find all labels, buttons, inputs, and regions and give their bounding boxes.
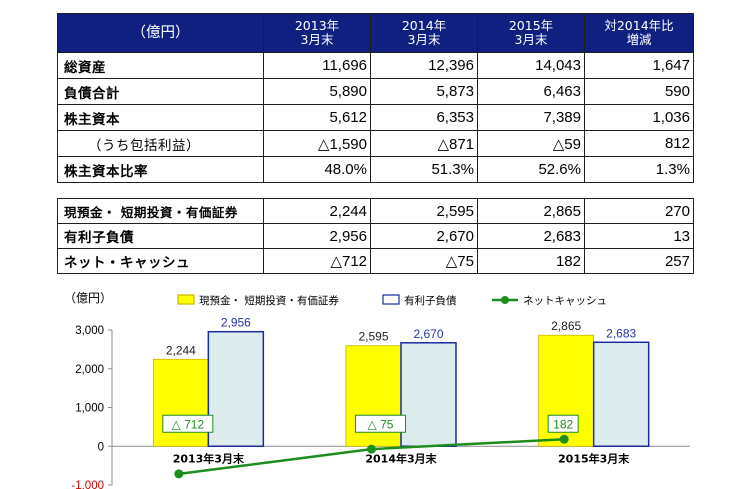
bar-data-label: 2,670: [413, 327, 443, 341]
line-point: [174, 469, 184, 479]
table-row: ネット・キャッシュ △712 △75 182 257: [57, 248, 694, 274]
col-header-2013: 2013年 3月末: [263, 13, 371, 53]
cell-2013: 2,956: [263, 223, 371, 249]
cell-change: 270: [584, 198, 694, 224]
cell-change: 590: [584, 78, 694, 105]
cell-2013: 5,890: [263, 78, 371, 105]
x-tick-label: 2013年3月末: [173, 451, 245, 465]
y-tick-label: 3,000: [75, 325, 104, 337]
table-row: 株主資本比率 48.0% 51.3% 52.6% 1.3%: [57, 156, 694, 183]
bar-data-label: 2,595: [358, 330, 388, 344]
cell-change: 1,647: [584, 52, 694, 79]
chart-legend: 現預金・ 短期投資・有価証券 有利子負債 ネットキャッシュ: [177, 294, 607, 307]
row-label: 総資産: [57, 52, 264, 79]
y-tick-label: 2,000: [75, 364, 104, 376]
cell-2014: 12,396: [370, 52, 478, 79]
cell-2013: 11,696: [263, 52, 371, 79]
cell-change: 1,036: [584, 104, 694, 131]
row-label: 株主資本: [57, 104, 264, 131]
cell-2015: 182: [477, 248, 585, 274]
cell-2014: 6,353: [370, 104, 478, 131]
cell-2014: 5,873: [370, 78, 478, 105]
legend-label: ネットキャッシュ: [523, 295, 607, 307]
cell-2015: 2,865: [477, 198, 585, 224]
bar-data-label: 2,683: [606, 326, 636, 340]
label-frame: [547, 414, 579, 433]
cell-2013: △1,590: [263, 130, 371, 157]
cell-2015: 7,389: [477, 104, 585, 131]
line-label-box: △ 712: [162, 414, 214, 433]
table-row: （うち包括利益） △1,590 △871 △59 812: [57, 130, 694, 157]
legend-item: ネットキャッシュ: [492, 295, 607, 307]
line-point: [367, 444, 376, 454]
col-header-2015: 2015年 3月末: [477, 13, 585, 53]
table-row: 現預金・ 短期投資・有価証券 2,244 2,595 2,865 270: [57, 198, 694, 224]
cell-2015: 14,043: [477, 52, 585, 79]
line-label-box: △ 75: [355, 414, 406, 433]
cell-2015: 6,463: [477, 78, 585, 105]
bar: [400, 342, 457, 447]
legend-marker: [501, 296, 509, 304]
x-tick-label: 2015年3月末: [558, 451, 630, 465]
label-frame: [355, 414, 406, 433]
cell-2014: 2,595: [370, 198, 478, 224]
x-tick-label: 2014年3月末: [365, 451, 437, 465]
label-frame: [162, 414, 214, 433]
legend-label: 現預金・ 短期投資・有価証券: [199, 294, 339, 307]
col-header-change: 対2014年比 増減: [584, 13, 694, 53]
legend-swatch: [382, 294, 400, 305]
row-label: 有利子負債: [57, 223, 264, 249]
y-tick-label: 1,000: [75, 403, 104, 415]
row-label: ネット・キャッシュ: [57, 248, 264, 274]
cell-2013: 2,244: [263, 198, 371, 224]
cell-2013: △712: [263, 248, 371, 274]
legend-item: 有利子負債: [382, 294, 457, 307]
bar-data-label: 2,956: [221, 316, 251, 330]
balance-sheet-table: （億円） 2013年 3月末 2014年 3月末 2015年 3月末 対2014年比増…: [57, 13, 694, 183]
table-header-row: （億円） 2013年 3月末 2014年 3月末 2015年 3月末 対2014年比増…: [57, 13, 694, 53]
cell-2015: 52.6%: [477, 156, 585, 183]
col-header-2014: 2014年 3月末: [370, 13, 478, 53]
unit-header: （億円）: [57, 13, 264, 53]
y-tick-label: 0: [98, 441, 104, 453]
cell-2014: △871: [370, 130, 478, 157]
bar-data-label: 2,865: [551, 319, 581, 333]
cell-2013: 48.0%: [263, 156, 371, 183]
table-row: 負債合計 5,890 5,873 6,463 590: [57, 78, 694, 105]
cell-2014: 2,670: [370, 223, 478, 249]
cell-2015: 2,683: [477, 223, 585, 249]
cell-2013: 5,612: [263, 104, 371, 131]
cell-2014: 51.3%: [370, 156, 478, 183]
cell-change: 257: [584, 248, 694, 274]
table-row: 総資産 11,696 12,396 14,043 1,647: [57, 52, 694, 79]
line-label-box: 182: [547, 414, 579, 433]
legend-swatch: [177, 294, 195, 305]
bar-data-label: 2,244: [166, 343, 196, 357]
bar: [592, 341, 650, 447]
row-label: 株主資本比率: [57, 156, 264, 183]
table-row: 株主資本 5,612 6,353 7,389 1,036: [57, 104, 694, 131]
legend-item: 現預金・ 短期投資・有価証券: [177, 294, 339, 307]
cash-position-table: 現預金・ 短期投資・有価証券 2,244 2,595 2,865 270 有利子…: [57, 198, 694, 274]
cell-change: 13: [584, 223, 694, 249]
bar: [152, 358, 209, 447]
y-axis-label: （億円）: [64, 291, 112, 305]
line-data-label: 182: [553, 417, 573, 431]
row-label: （うち包括利益）: [57, 130, 264, 157]
cell-change: 1.3%: [584, 156, 694, 183]
cash-chart: （億円） 現預金・ 短期投資・有価証券 有利子負債 ネットキャッシュ -1,000 0…: [64, 291, 690, 489]
line-data-label: △ 75: [368, 417, 394, 431]
legend-label: 有利子負債: [404, 294, 457, 307]
y-tick-label: -1,000: [71, 480, 104, 489]
cell-change: 812: [584, 130, 694, 157]
bar: [207, 330, 265, 447]
line-data-label: △ 712: [172, 417, 205, 431]
cell-2015: △59: [477, 130, 585, 157]
cell-2014: △75: [370, 248, 478, 274]
row-label: 負債合計: [57, 78, 264, 105]
row-label: 現預金・ 短期投資・有価証券: [57, 198, 264, 224]
line-point: [559, 434, 569, 444]
table-row: 有利子負債 2,956 2,670 2,683 13: [57, 223, 694, 249]
plot-area: 2,244 2,956 2013年3月末 2,595 2,670 2014年3月末 2,86…: [152, 316, 650, 479]
